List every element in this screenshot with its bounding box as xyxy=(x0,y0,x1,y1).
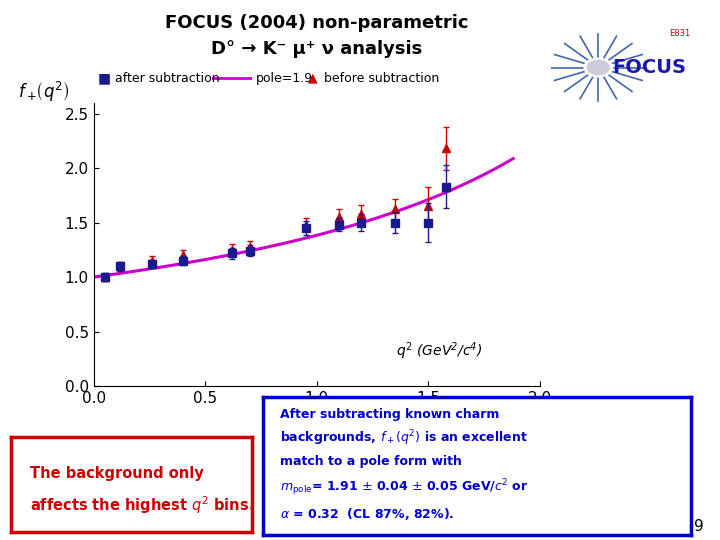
Text: before subtraction: before subtraction xyxy=(324,72,439,85)
Text: $m_\mathrm{pole}$= 1.91 $\pm$ 0.04 $\pm$ 0.05 GeV/$c^2$ or: $m_\mathrm{pole}$= 1.91 $\pm$ 0.04 $\pm$… xyxy=(280,477,528,498)
Text: pole=1.9: pole=1.9 xyxy=(256,72,312,85)
Text: backgrounds, $f_+(q^2)$ is an excellent: backgrounds, $f_+(q^2)$ is an excellent xyxy=(280,428,528,448)
Text: After subtracting known charm: After subtracting known charm xyxy=(280,408,499,421)
Text: $q^2\ \mathregular{(GeV^2/c^4)}$: $q^2\ \mathregular{(GeV^2/c^4)}$ xyxy=(396,341,483,362)
Text: after subtraction: after subtraction xyxy=(115,72,220,85)
Text: 9: 9 xyxy=(694,518,704,534)
Text: FOCUS: FOCUS xyxy=(612,58,686,77)
Text: The background only: The background only xyxy=(30,466,204,481)
Text: FOCUS (2004) non-parametric: FOCUS (2004) non-parametric xyxy=(165,14,469,31)
Text: $f_+\!\left(q^2\right)$: $f_+\!\left(q^2\right)$ xyxy=(18,80,69,104)
Text: affects the highest $q^2$ bins.: affects the highest $q^2$ bins. xyxy=(30,495,254,516)
Circle shape xyxy=(584,58,613,77)
Text: ▲: ▲ xyxy=(308,72,318,85)
Text: ■: ■ xyxy=(98,71,111,85)
Text: E831: E831 xyxy=(669,29,690,37)
Text: D° → K⁻ μ⁺ ν analysis: D° → K⁻ μ⁺ ν analysis xyxy=(211,40,423,58)
Circle shape xyxy=(588,60,609,75)
Text: match to a pole form with: match to a pole form with xyxy=(280,455,462,468)
Text: $\alpha$ = 0.32  (CL 87%, 82%).: $\alpha$ = 0.32 (CL 87%, 82%). xyxy=(280,506,454,522)
